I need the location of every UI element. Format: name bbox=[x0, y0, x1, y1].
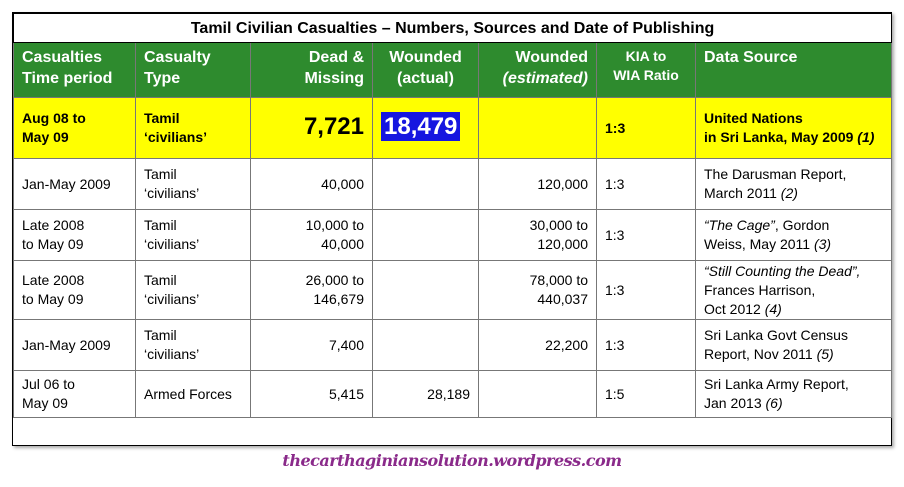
cell-type: Armed Forces bbox=[135, 370, 251, 418]
table-row: Late 2008 to May 09 Tamil ‘civilians’ 10,0… bbox=[13, 209, 893, 261]
cell-source: The Darusman Report, March 2011 (2) bbox=[694, 158, 893, 210]
cell-type: Tamil ‘civilians’ bbox=[135, 209, 251, 261]
cell-dead: 7,721 bbox=[250, 97, 373, 159]
cell-type: Tamil ‘civilians’ bbox=[135, 158, 251, 210]
header-period: Casualties Time period bbox=[13, 42, 136, 98]
cell-wounded-actual: 28,189 bbox=[372, 370, 479, 418]
header-data-source: Data Source bbox=[694, 42, 893, 98]
header-row: Casualties Time period Casualty Type Dead … bbox=[13, 42, 893, 98]
cell-wounded-actual: 18,479 bbox=[372, 97, 479, 159]
cell-wounded-actual bbox=[372, 158, 479, 210]
cell-ratio: 1:5 bbox=[596, 370, 696, 418]
table-row: Jan-May 2009 Tamil ‘civilians’ 40,000 120… bbox=[13, 158, 893, 210]
cell-wounded-estimated bbox=[478, 370, 597, 418]
cell-period: Aug 08 to May 09 bbox=[13, 97, 136, 159]
cell-wounded-estimated: 78,000 to 440,037 bbox=[478, 260, 597, 320]
table-title: Tamil Civilian Casualties – Numbers, Sou… bbox=[12, 13, 893, 43]
cell-wounded-estimated: 30,000 to 120,000 bbox=[478, 209, 597, 261]
header-wounded-actual: Wounded (actual) bbox=[372, 42, 479, 98]
cell-period: Late 2008 to May 09 bbox=[13, 260, 136, 320]
cell-period: Jul 06 to May 09 bbox=[13, 370, 136, 418]
table-row: Aug 08 to May 09 Tamil ‘civilians’ 7,721 1… bbox=[13, 97, 893, 159]
header-kia-wia-ratio: KIA to WIA Ratio bbox=[596, 42, 696, 98]
cell-ratio: 1:3 bbox=[596, 158, 696, 210]
table-row: Jan-May 2009 Tamil ‘civilians’ 7,400 22,2… bbox=[13, 319, 893, 371]
cell-period: Jan-May 2009 bbox=[13, 158, 136, 210]
highlighted-wounded-value: 18,479 bbox=[381, 112, 461, 141]
cell-dead: 5,415 bbox=[250, 370, 373, 418]
table-row: Late 2008 to May 09 Tamil ‘civilians’ 26,0… bbox=[13, 260, 893, 320]
cell-wounded-actual bbox=[372, 209, 479, 261]
cell-period: Jan-May 2009 bbox=[13, 319, 136, 371]
cell-source: Sri Lanka Army Report, Jan 2013 (6) bbox=[694, 370, 893, 418]
table-row: Jul 06 to May 09 Armed Forces 5,415 28,18… bbox=[13, 370, 893, 418]
cell-dead: 40,000 bbox=[250, 158, 373, 210]
cell-wounded-actual bbox=[372, 319, 479, 371]
cell-wounded-actual bbox=[372, 260, 479, 320]
header-wounded-estimated: Wounded (estimated) bbox=[478, 42, 597, 98]
cell-type: Tamil ‘civilians’ bbox=[135, 97, 251, 159]
cell-ratio: 1:3 bbox=[596, 319, 696, 371]
cell-ratio: 1:3 bbox=[596, 97, 696, 159]
cell-type: Tamil ‘civilians’ bbox=[135, 260, 251, 320]
casualties-table-container: Tamil Civilian Casualties – Numbers, Sou… bbox=[12, 12, 893, 446]
cell-wounded-estimated: 120,000 bbox=[478, 158, 597, 210]
cell-dead: 26,000 to 146,679 bbox=[250, 260, 373, 320]
cell-wounded-estimated bbox=[478, 97, 597, 159]
cell-wounded-estimated: 22,200 bbox=[478, 319, 597, 371]
casualties-table: Tamil Civilian Casualties – Numbers, Sou… bbox=[12, 13, 893, 418]
cell-dead: 10,000 to 40,000 bbox=[250, 209, 373, 261]
header-dead-missing: Dead & Missing bbox=[250, 42, 373, 98]
cell-ratio: 1:3 bbox=[596, 260, 696, 320]
cell-ratio: 1:3 bbox=[596, 209, 696, 261]
watermark-text[interactable]: thecarthaginiansolution.wordpress.com bbox=[282, 451, 622, 470]
cell-dead: 7,400 bbox=[250, 319, 373, 371]
cell-type: Tamil ‘civilians’ bbox=[135, 319, 251, 371]
cell-source: Sri Lanka Govt Census Report, Nov 2011 (5… bbox=[694, 319, 893, 371]
cell-source: United Nations in Sri Lanka, May 2009 (1) bbox=[694, 97, 893, 159]
cell-source: “Still Counting the Dead”, Frances Harris… bbox=[694, 260, 893, 320]
cell-period: Late 2008 to May 09 bbox=[13, 209, 136, 261]
header-type: Casualty Type bbox=[135, 42, 251, 98]
cell-source: “The Cage”, Gordon Weiss, May 2011 (3) bbox=[694, 209, 893, 261]
